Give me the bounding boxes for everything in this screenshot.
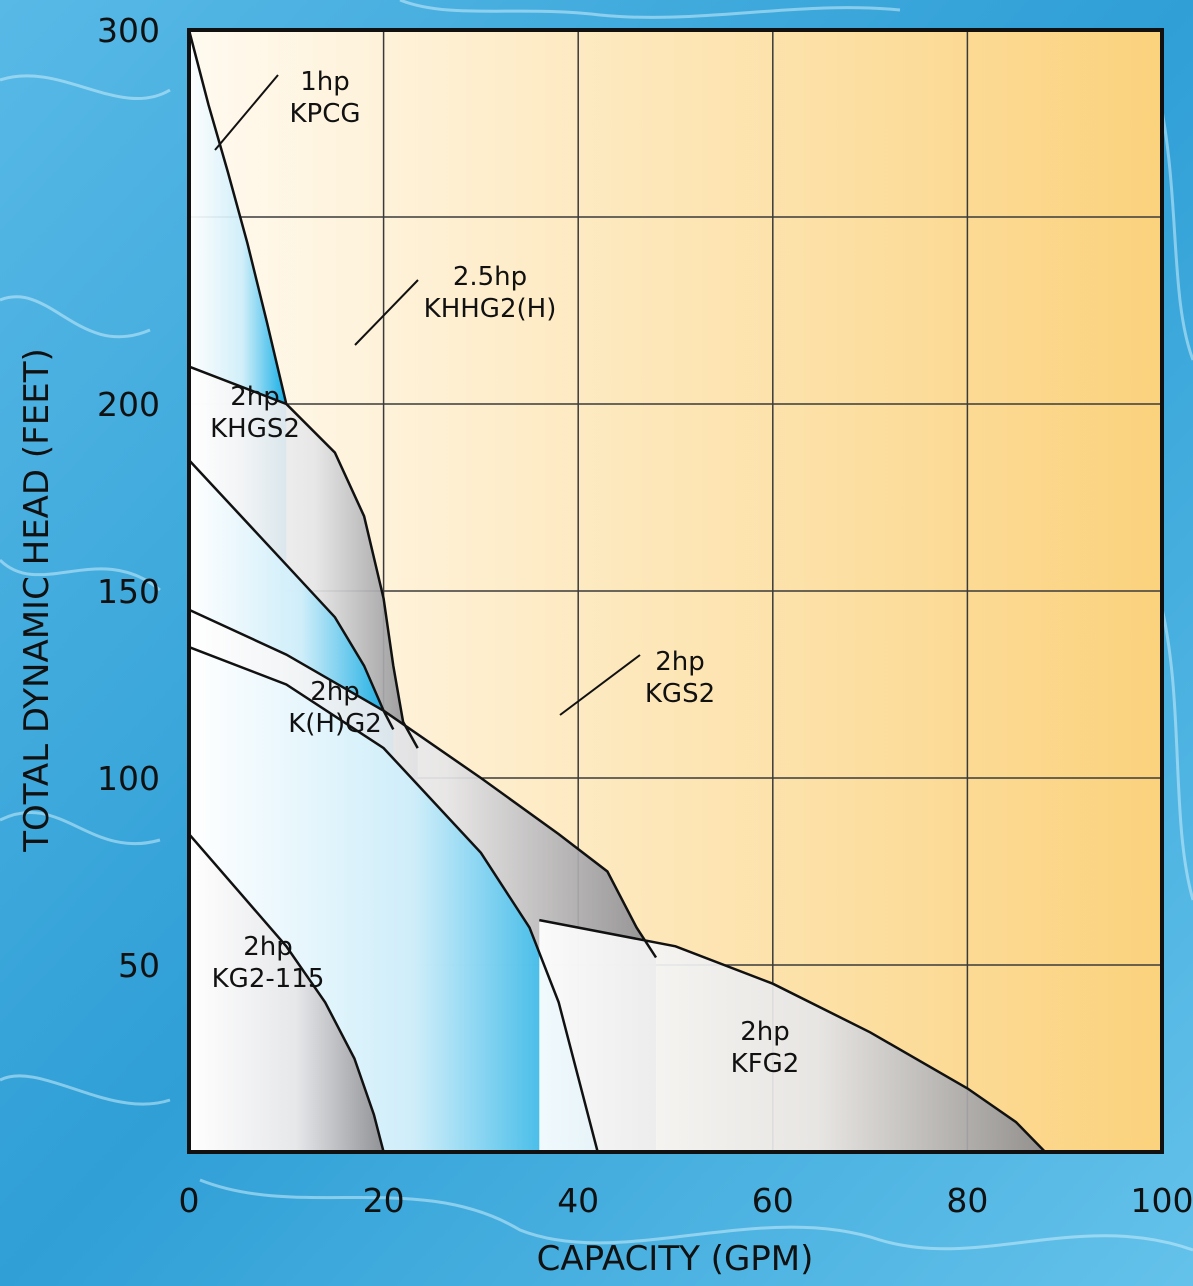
- curve-label-hp: 2hp: [230, 382, 280, 412]
- y-tick-label: 100: [97, 759, 160, 798]
- curve-label-hp: 2hp: [740, 1017, 790, 1047]
- curve-fill-kg2-115: [189, 834, 384, 1152]
- curve-label-model: KHGS2: [210, 414, 300, 444]
- x-tick-label: 80: [946, 1181, 988, 1220]
- plot-frame: [187, 28, 1164, 1154]
- curve-label-hp: 2hp: [310, 677, 360, 707]
- curve-label-model: KFG2: [731, 1049, 800, 1079]
- x-axis-title: CAPACITY (GPM): [537, 1239, 814, 1279]
- curve-line-kfg2: [539, 918, 1047, 1153]
- curve-fill-kfg2: [539, 920, 1046, 1152]
- label-leader-line: [214, 74, 279, 151]
- x-tick-label: 0: [179, 1181, 200, 1220]
- x-tick-label: 20: [363, 1181, 405, 1220]
- curve-labels: 1hpKPCG2.5hpKHHG2(H)2hpKHGS22hpKGS22hpK(…: [210, 67, 799, 1079]
- curve-line-kg2-115: [188, 833, 385, 1153]
- curve-lines: [187, 29, 1047, 1153]
- curve-label-model: K(H)G2: [288, 709, 382, 739]
- curve-label-model: KG2-115: [212, 964, 325, 994]
- curve-label-model: KHHG2(H): [424, 294, 557, 324]
- axis-ticks: 0 20 40 60 80 100 50 100 150 200 300: [97, 11, 1193, 1220]
- curve-line-khhg2-h-: [188, 365, 419, 749]
- x-tick-label: 60: [752, 1181, 794, 1220]
- curve-fills: [189, 30, 1046, 1153]
- y-tick-label: 200: [97, 385, 160, 424]
- curve-line-kpcg: [187, 29, 288, 405]
- y-tick-label: 150: [97, 572, 160, 611]
- curve-label-hp: 2.5hp: [453, 262, 527, 292]
- y-axis-title: TOTAL DYNAMIC HEAD (FEET): [17, 348, 57, 852]
- curve-line-k-h-g2: [188, 645, 599, 1153]
- curve-label-model: KGS2: [645, 679, 715, 709]
- label-leader-line: [354, 279, 419, 346]
- curve-label-hp: 1hp: [300, 67, 350, 97]
- curve-label-model: KPCG: [289, 99, 360, 129]
- y-tick-label: 50: [118, 946, 160, 985]
- y-tick-label: 300: [97, 11, 160, 50]
- label-leader-line: [559, 654, 641, 716]
- x-tick-label: 40: [557, 1181, 599, 1220]
- curve-label-hp: 2hp: [655, 647, 705, 677]
- x-tick-label: 100: [1131, 1181, 1193, 1220]
- curve-line-kgs2: [188, 608, 658, 959]
- curve-label-hp: 2hp: [243, 932, 293, 962]
